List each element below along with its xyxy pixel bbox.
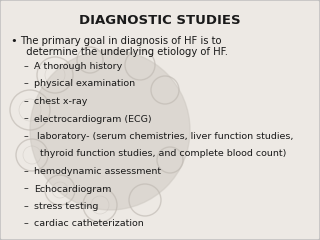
Text: –: – (24, 220, 29, 228)
Text: –: – (24, 202, 29, 211)
Text: –: – (24, 185, 29, 193)
Text: laboratory- (serum chemistries, liver function studies,: laboratory- (serum chemistries, liver fu… (34, 132, 293, 141)
Text: –: – (24, 132, 29, 141)
Text: The primary goal in diagnosis of HF is to: The primary goal in diagnosis of HF is t… (20, 36, 221, 46)
Text: DIAGNOSTIC STUDIES: DIAGNOSTIC STUDIES (79, 14, 241, 27)
Text: hemodynamic assessment: hemodynamic assessment (34, 167, 161, 176)
Text: –: – (24, 97, 29, 106)
Text: stress testing: stress testing (34, 202, 98, 211)
Text: cardiac catheterization: cardiac catheterization (34, 220, 144, 228)
Text: –: – (24, 114, 29, 124)
Text: –: – (24, 62, 29, 71)
Text: •: • (10, 36, 17, 46)
Text: A thorough history: A thorough history (34, 62, 122, 71)
Text: thyroid function studies, and complete blood count): thyroid function studies, and complete b… (34, 150, 286, 158)
Text: electrocardiogram (ECG): electrocardiogram (ECG) (34, 114, 152, 124)
Circle shape (30, 50, 190, 210)
Text: –: – (24, 79, 29, 89)
Text: Echocardiogram: Echocardiogram (34, 185, 111, 193)
Text: physical examination: physical examination (34, 79, 135, 89)
Text: –: – (24, 167, 29, 176)
Text: determine the underlying etiology of HF.: determine the underlying etiology of HF. (20, 47, 228, 57)
Text: chest x-ray: chest x-ray (34, 97, 87, 106)
